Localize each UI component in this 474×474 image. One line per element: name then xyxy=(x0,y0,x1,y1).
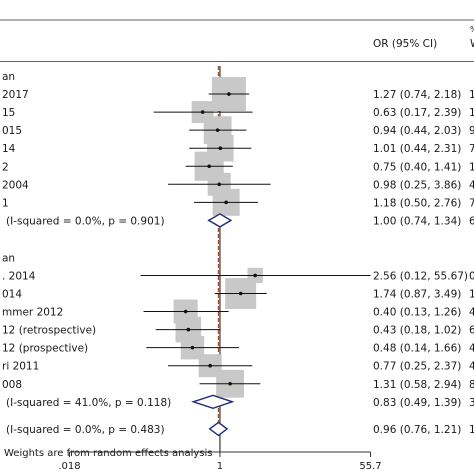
study-label: 14 xyxy=(2,143,16,155)
study-estimate: 0.43 (0.18, 1.02) xyxy=(373,325,461,337)
study-point xyxy=(228,381,232,386)
study-point xyxy=(190,345,195,350)
study-estimate: 1.27 (0.74, 2.18) xyxy=(373,89,461,101)
study-weight: 0 xyxy=(469,270,474,282)
study-estimate: 0.63 (0.17, 2.39) xyxy=(373,107,461,119)
study-label: mmer 2012 xyxy=(2,307,63,319)
subtotal-label: (I-squared = 0.0%, p = 0.901) xyxy=(6,215,165,227)
study-weight: 1 xyxy=(469,89,474,101)
study-label: 12 (prospective) xyxy=(2,343,88,355)
study-weight: 1 xyxy=(469,107,474,119)
estimate-column-header: OR (95% CI) xyxy=(373,38,437,50)
study-label: 2017 xyxy=(2,89,29,101)
x-axis-tick-label: 55.7 xyxy=(359,461,381,472)
study-label: 1 xyxy=(2,197,9,209)
subtotal-weight: 6 xyxy=(469,215,474,227)
subtotal-diamond xyxy=(207,213,233,228)
overall-weight: 1 xyxy=(469,424,474,436)
study-weight: 1 xyxy=(469,289,474,301)
subtotal-weight: 3 xyxy=(469,397,474,409)
study-weight: 6 xyxy=(469,325,474,337)
study-weight: 7 xyxy=(469,197,474,209)
study-label: 2 xyxy=(2,161,9,173)
study-estimate: 1.18 (0.50, 2.76) xyxy=(373,197,461,209)
study-point xyxy=(186,327,191,332)
study-label: 015 xyxy=(2,125,22,137)
study-estimate: 1.31 (0.58, 2.94) xyxy=(373,379,461,391)
study-label: 12 (retrospective) xyxy=(2,325,96,337)
study-weight: 8 xyxy=(469,379,474,391)
study-weight: 1 xyxy=(469,161,474,173)
study-estimate: 1.74 (0.87, 3.49) xyxy=(373,289,461,301)
overall-diamond xyxy=(208,421,229,437)
study-estimate: 0.98 (0.25, 3.86) xyxy=(373,179,461,191)
study-point xyxy=(253,273,257,278)
subtotal-estimate: 1.00 (0.74, 1.34) xyxy=(373,215,461,227)
study-estimate: 0.75 (0.40, 1.41) xyxy=(373,161,461,173)
x-axis-tick-label: 1 xyxy=(217,461,223,472)
study-estimate: 0.94 (0.44, 2.03) xyxy=(373,125,461,137)
subtotal-diamond xyxy=(190,394,235,410)
study-point xyxy=(215,128,220,132)
study-label: ri 2011 xyxy=(2,361,39,373)
study-weight: 9 xyxy=(469,125,474,137)
x-axis-tick-label: .018 xyxy=(58,461,80,472)
study-estimate: 0.77 (0.25, 2.37) xyxy=(373,361,461,373)
study-estimate: 2.56 (0.12, 55.67) xyxy=(373,270,468,282)
study-label: 008 xyxy=(2,379,22,391)
study-label: 15 xyxy=(2,107,15,119)
study-weight: 4 xyxy=(469,179,474,191)
footnote: Weights are from random effects analysis xyxy=(4,448,212,459)
study-point xyxy=(227,92,231,96)
study-point xyxy=(224,200,228,205)
weight-column-header: W xyxy=(470,38,474,50)
study-point xyxy=(217,182,221,187)
overall-estimate: 0.96 (0.76, 1.21) xyxy=(373,424,461,436)
study-weight: 4 xyxy=(469,343,474,355)
study-point xyxy=(238,291,243,296)
study-label: 014 xyxy=(2,289,22,301)
subtotal-label: (I-squared = 41.0%, p = 0.118) xyxy=(6,397,171,409)
weight-column-header-top: % xyxy=(470,25,474,34)
study-weight: 7 xyxy=(469,143,474,155)
study-estimate: 0.48 (0.14, 1.66) xyxy=(373,343,461,355)
study-estimate: 1.01 (0.44, 2.31) xyxy=(373,143,461,155)
group-label: an xyxy=(2,71,15,83)
study-estimate: 0.40 (0.13, 1.26) xyxy=(373,307,461,319)
study-point xyxy=(183,309,188,314)
study-point xyxy=(207,164,211,169)
study-weight: 4 xyxy=(469,361,474,373)
study-weight: 4 xyxy=(469,307,474,319)
study-point xyxy=(200,110,205,114)
group-label: an xyxy=(2,252,15,264)
study-point xyxy=(208,363,212,368)
subtotal-estimate: 0.83 (0.49, 1.39) xyxy=(373,397,461,409)
study-point xyxy=(218,146,223,150)
overall-label: (I-squared = 0.0%, p = 0.483) xyxy=(6,424,165,436)
study-label: . 2014 xyxy=(2,270,36,282)
study-label: 2004 xyxy=(2,179,29,191)
